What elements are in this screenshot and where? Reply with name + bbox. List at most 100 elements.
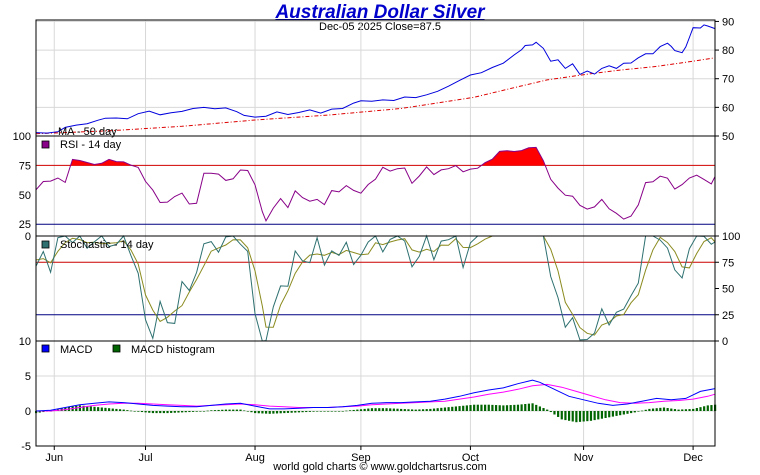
macd-histogram-bar <box>177 411 180 413</box>
macd-histogram-bar <box>104 407 107 411</box>
macd-histogram-bar <box>400 408 403 411</box>
macd-histogram-bar <box>308 411 311 412</box>
axis-ticks: Jun Jul Aug Sep Oct Nov Dec5060708090255075100… <box>13 16 741 464</box>
macd-histogram-bar <box>345 410 348 412</box>
macd-histogram-bar <box>82 405 85 411</box>
macd-histogram-bar <box>688 409 691 411</box>
macd-histogram-bar <box>93 406 96 411</box>
macd-histogram-bar <box>348 410 352 411</box>
macd-histogram-bar <box>385 408 388 411</box>
macd-tick-label: -5 <box>21 441 31 453</box>
macd-histogram-bar <box>250 411 253 413</box>
macd-histogram-bar <box>206 410 209 412</box>
macd-histogram-bar <box>327 411 330 412</box>
macd-tick-label: 10 <box>19 336 31 348</box>
macd-histogram-bar <box>615 411 618 416</box>
macd-histogram-bar <box>217 409 220 411</box>
macd-histogram-bar <box>684 409 687 411</box>
macd-histogram-bar <box>264 411 268 414</box>
macd-histogram-bar <box>425 409 428 411</box>
macd-histogram-bar <box>600 411 604 419</box>
macd-histogram-bar <box>608 411 611 418</box>
macd-histogram-bar <box>571 411 574 422</box>
macd-histogram-bar <box>97 407 100 411</box>
macd-histogram-bar <box>290 411 293 413</box>
macd-histogram-bar <box>246 411 249 412</box>
macd-histogram-bar <box>392 408 395 411</box>
rsi-tick-label: 25 <box>19 219 31 231</box>
month-tick-label: Nov <box>574 452 594 464</box>
macd-histogram-bar <box>257 411 260 414</box>
macd-panel-frame <box>35 340 716 447</box>
macd-histogram-bar <box>151 411 155 414</box>
macd-histogram-bar <box>465 405 468 411</box>
macd-legend-label: MACD <box>60 344 92 356</box>
macd-histogram-bar <box>140 411 144 413</box>
price-tick-label: 60 <box>722 102 734 114</box>
macd-histogram-bar <box>564 411 567 421</box>
macd-histogram-bar <box>301 411 304 413</box>
macd-histogram-bar <box>305 411 308 413</box>
macd-histogram-bar <box>611 411 614 417</box>
macd-histogram-bar <box>403 409 406 411</box>
macd-histogram-bar <box>567 411 571 421</box>
macd-histogram-bar <box>224 409 228 411</box>
macd-histogram-bar <box>202 411 206 412</box>
macd-tick-label: 0 <box>25 406 31 418</box>
macd-histogram-bar <box>637 411 640 412</box>
macd-histogram-bar <box>381 408 385 411</box>
macd-histogram-bar <box>352 409 355 411</box>
macd-histogram-bar <box>210 410 213 411</box>
stoch-tick-label: 25 <box>722 310 734 322</box>
macd-histogram-bar <box>111 408 114 411</box>
stoch-panel-frame <box>35 235 716 342</box>
macd-histogram-bar <box>535 404 538 411</box>
rsi-panel-frame <box>35 135 716 237</box>
macd-histogram-bar <box>89 406 92 411</box>
data-series <box>35 24 717 423</box>
macd-histogram-bar <box>484 404 487 411</box>
macd-histogram-bar <box>133 411 136 412</box>
rsi-tick-label: 100 <box>13 131 31 143</box>
macd-histogram-bar <box>411 409 414 411</box>
price-line <box>35 24 716 134</box>
macd-histogram-bar <box>334 411 337 412</box>
macd-histogram-bar <box>476 404 479 411</box>
macd-histogram-bar <box>199 411 202 412</box>
macd-histogram-bar <box>597 411 600 420</box>
macd-histogram-bar <box>451 406 454 411</box>
macd-histogram-bar <box>429 408 432 411</box>
macd-histogram-bar <box>283 411 286 414</box>
macd-histogram-bar <box>670 408 673 411</box>
macd-histogram-bar <box>213 410 217 411</box>
price-tick-label: 50 <box>722 131 734 143</box>
stoch-tick-label: 75 <box>722 257 734 269</box>
macd-histogram-bar <box>100 407 103 411</box>
macd-histogram-bar <box>513 404 516 411</box>
macd-histogram-bar <box>170 411 173 413</box>
macd-histogram-bar <box>155 411 158 414</box>
stoch-legend-label: Stochastic - 14 day <box>60 239 154 251</box>
macd-histogram-bar <box>440 407 443 411</box>
macd-histogram-bar <box>148 411 151 413</box>
macd-histogram-bar <box>436 408 439 411</box>
price-tick-label: 80 <box>722 45 734 57</box>
stoch-k-line <box>35 234 716 342</box>
macd-histogram-bar <box>232 409 235 411</box>
macd-histogram-bar <box>480 404 483 411</box>
macd-line <box>35 379 716 412</box>
macd-histogram-bar <box>297 411 301 413</box>
macd-histogram-bar <box>578 411 582 422</box>
macd-histogram-bar <box>330 411 333 412</box>
price-panel-frame <box>35 19 716 137</box>
rsi-overbought-fill <box>70 147 546 166</box>
macd-histogram-bar <box>407 409 410 411</box>
month-tick-label: Jun <box>45 452 63 464</box>
macd-histogram-bar <box>166 411 169 414</box>
macd-histogram-bar <box>115 408 118 411</box>
macd-histogram-bar <box>487 404 490 411</box>
macd-histogram-bar <box>421 409 425 411</box>
macd-histogram-bar <box>557 411 560 417</box>
